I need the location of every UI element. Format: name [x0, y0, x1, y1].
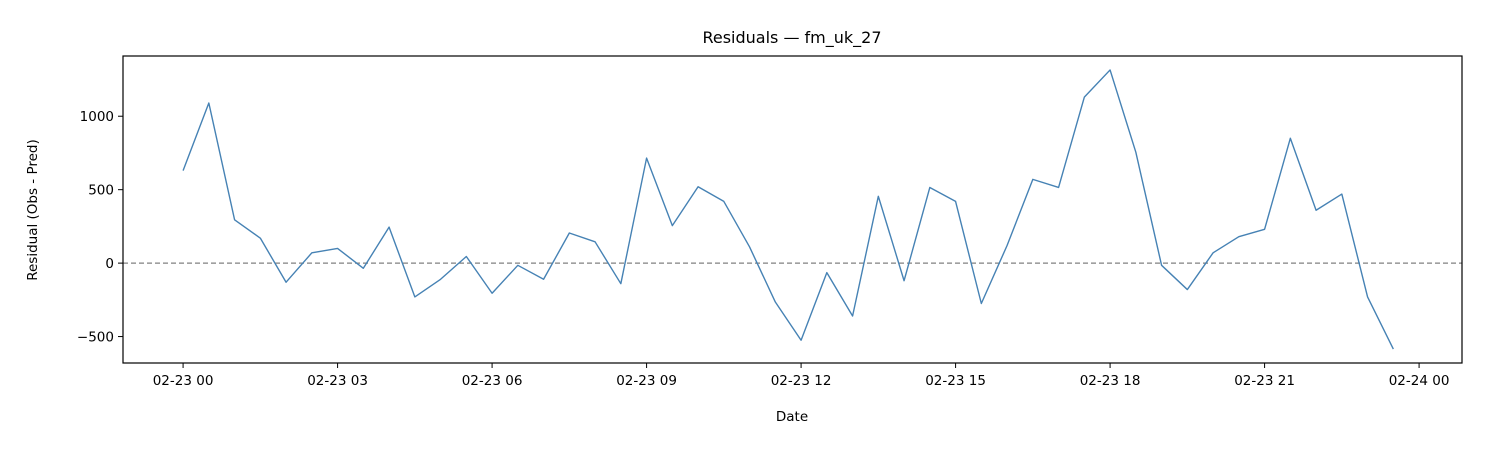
x-tick-label: 02-23 09: [616, 373, 677, 389]
x-tick-label: 02-24 00: [1389, 373, 1450, 389]
x-tick-label: 02-23 21: [1234, 373, 1295, 389]
residual-series-line: [182, 69, 1394, 350]
y-tick-label: 0: [105, 256, 114, 272]
y-axis-label: Residual (Obs - Pred): [25, 139, 41, 281]
x-tick-label: 02-23 03: [307, 373, 368, 389]
x-tick-label: 02-23 18: [1080, 373, 1141, 389]
y-tick-label: 1000: [80, 109, 114, 125]
x-tick-label: 02-23 00: [153, 373, 214, 389]
x-tick-label: 02-23 15: [925, 373, 986, 389]
x-tick-label: 02-23 06: [462, 373, 523, 389]
x-tick-label: 02-23 12: [771, 373, 832, 389]
chart-title: Residuals — fm_uk_27: [702, 28, 881, 48]
x-axis-label: Date: [776, 409, 808, 425]
y-tick-label: 500: [88, 183, 114, 199]
y-tick-label: −500: [77, 330, 114, 346]
plot-frame: [122, 55, 1463, 364]
